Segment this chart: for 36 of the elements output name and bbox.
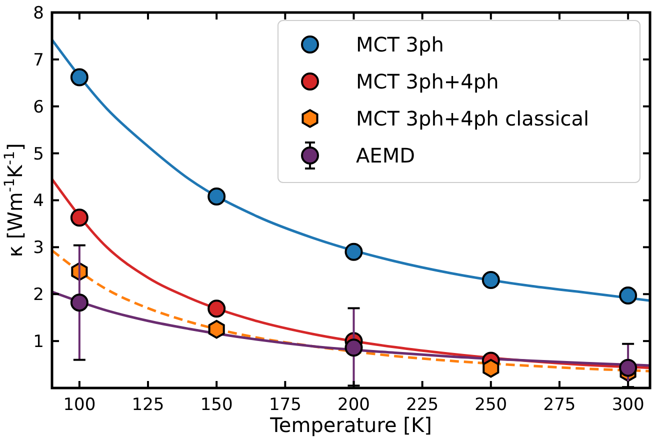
x-tick-label: 250: [474, 395, 508, 415]
y-tick-label: 4: [33, 191, 44, 212]
point: [208, 188, 226, 206]
x-tick-label: 125: [132, 395, 164, 415]
point: [70, 208, 88, 227]
point: [482, 271, 500, 290]
point: [208, 300, 226, 318]
y-tick-label: 7: [33, 50, 44, 70]
point: [70, 68, 88, 86]
line-series: [52, 178, 650, 370]
x-axis-title: Temperature [K]: [269, 413, 432, 437]
point: [344, 338, 363, 357]
y-tick-label: 6: [33, 97, 44, 118]
y-tick-label: 2: [33, 285, 44, 306]
x-tick-label: 100: [63, 395, 96, 415]
x-tick-label: 275: [543, 395, 576, 415]
y-tick-label: 3: [33, 238, 44, 258]
point: [619, 286, 638, 305]
point: [619, 358, 638, 377]
x-tick-label: 175: [268, 395, 302, 415]
legend-label: MCT 3ph+4ph classical: [356, 106, 590, 130]
legend-label: MCT 3ph: [356, 32, 444, 56]
legend-label: MCT 3ph+4ph: [356, 70, 499, 94]
x-tick-label: 225: [406, 395, 439, 415]
x-tick-label: 300: [612, 395, 644, 415]
x-tick-label: 150: [200, 395, 233, 415]
x-tick-label: 200: [338, 395, 370, 415]
point: [70, 294, 88, 312]
point: [208, 320, 225, 339]
line-series: [52, 38, 650, 302]
point: [482, 358, 500, 378]
legend-label: AEMD: [356, 144, 415, 168]
y-tick-label: 5: [33, 144, 44, 164]
y-tick-label: 1: [33, 332, 44, 352]
y-tick-label: 8: [33, 3, 44, 24]
point: [344, 242, 363, 261]
